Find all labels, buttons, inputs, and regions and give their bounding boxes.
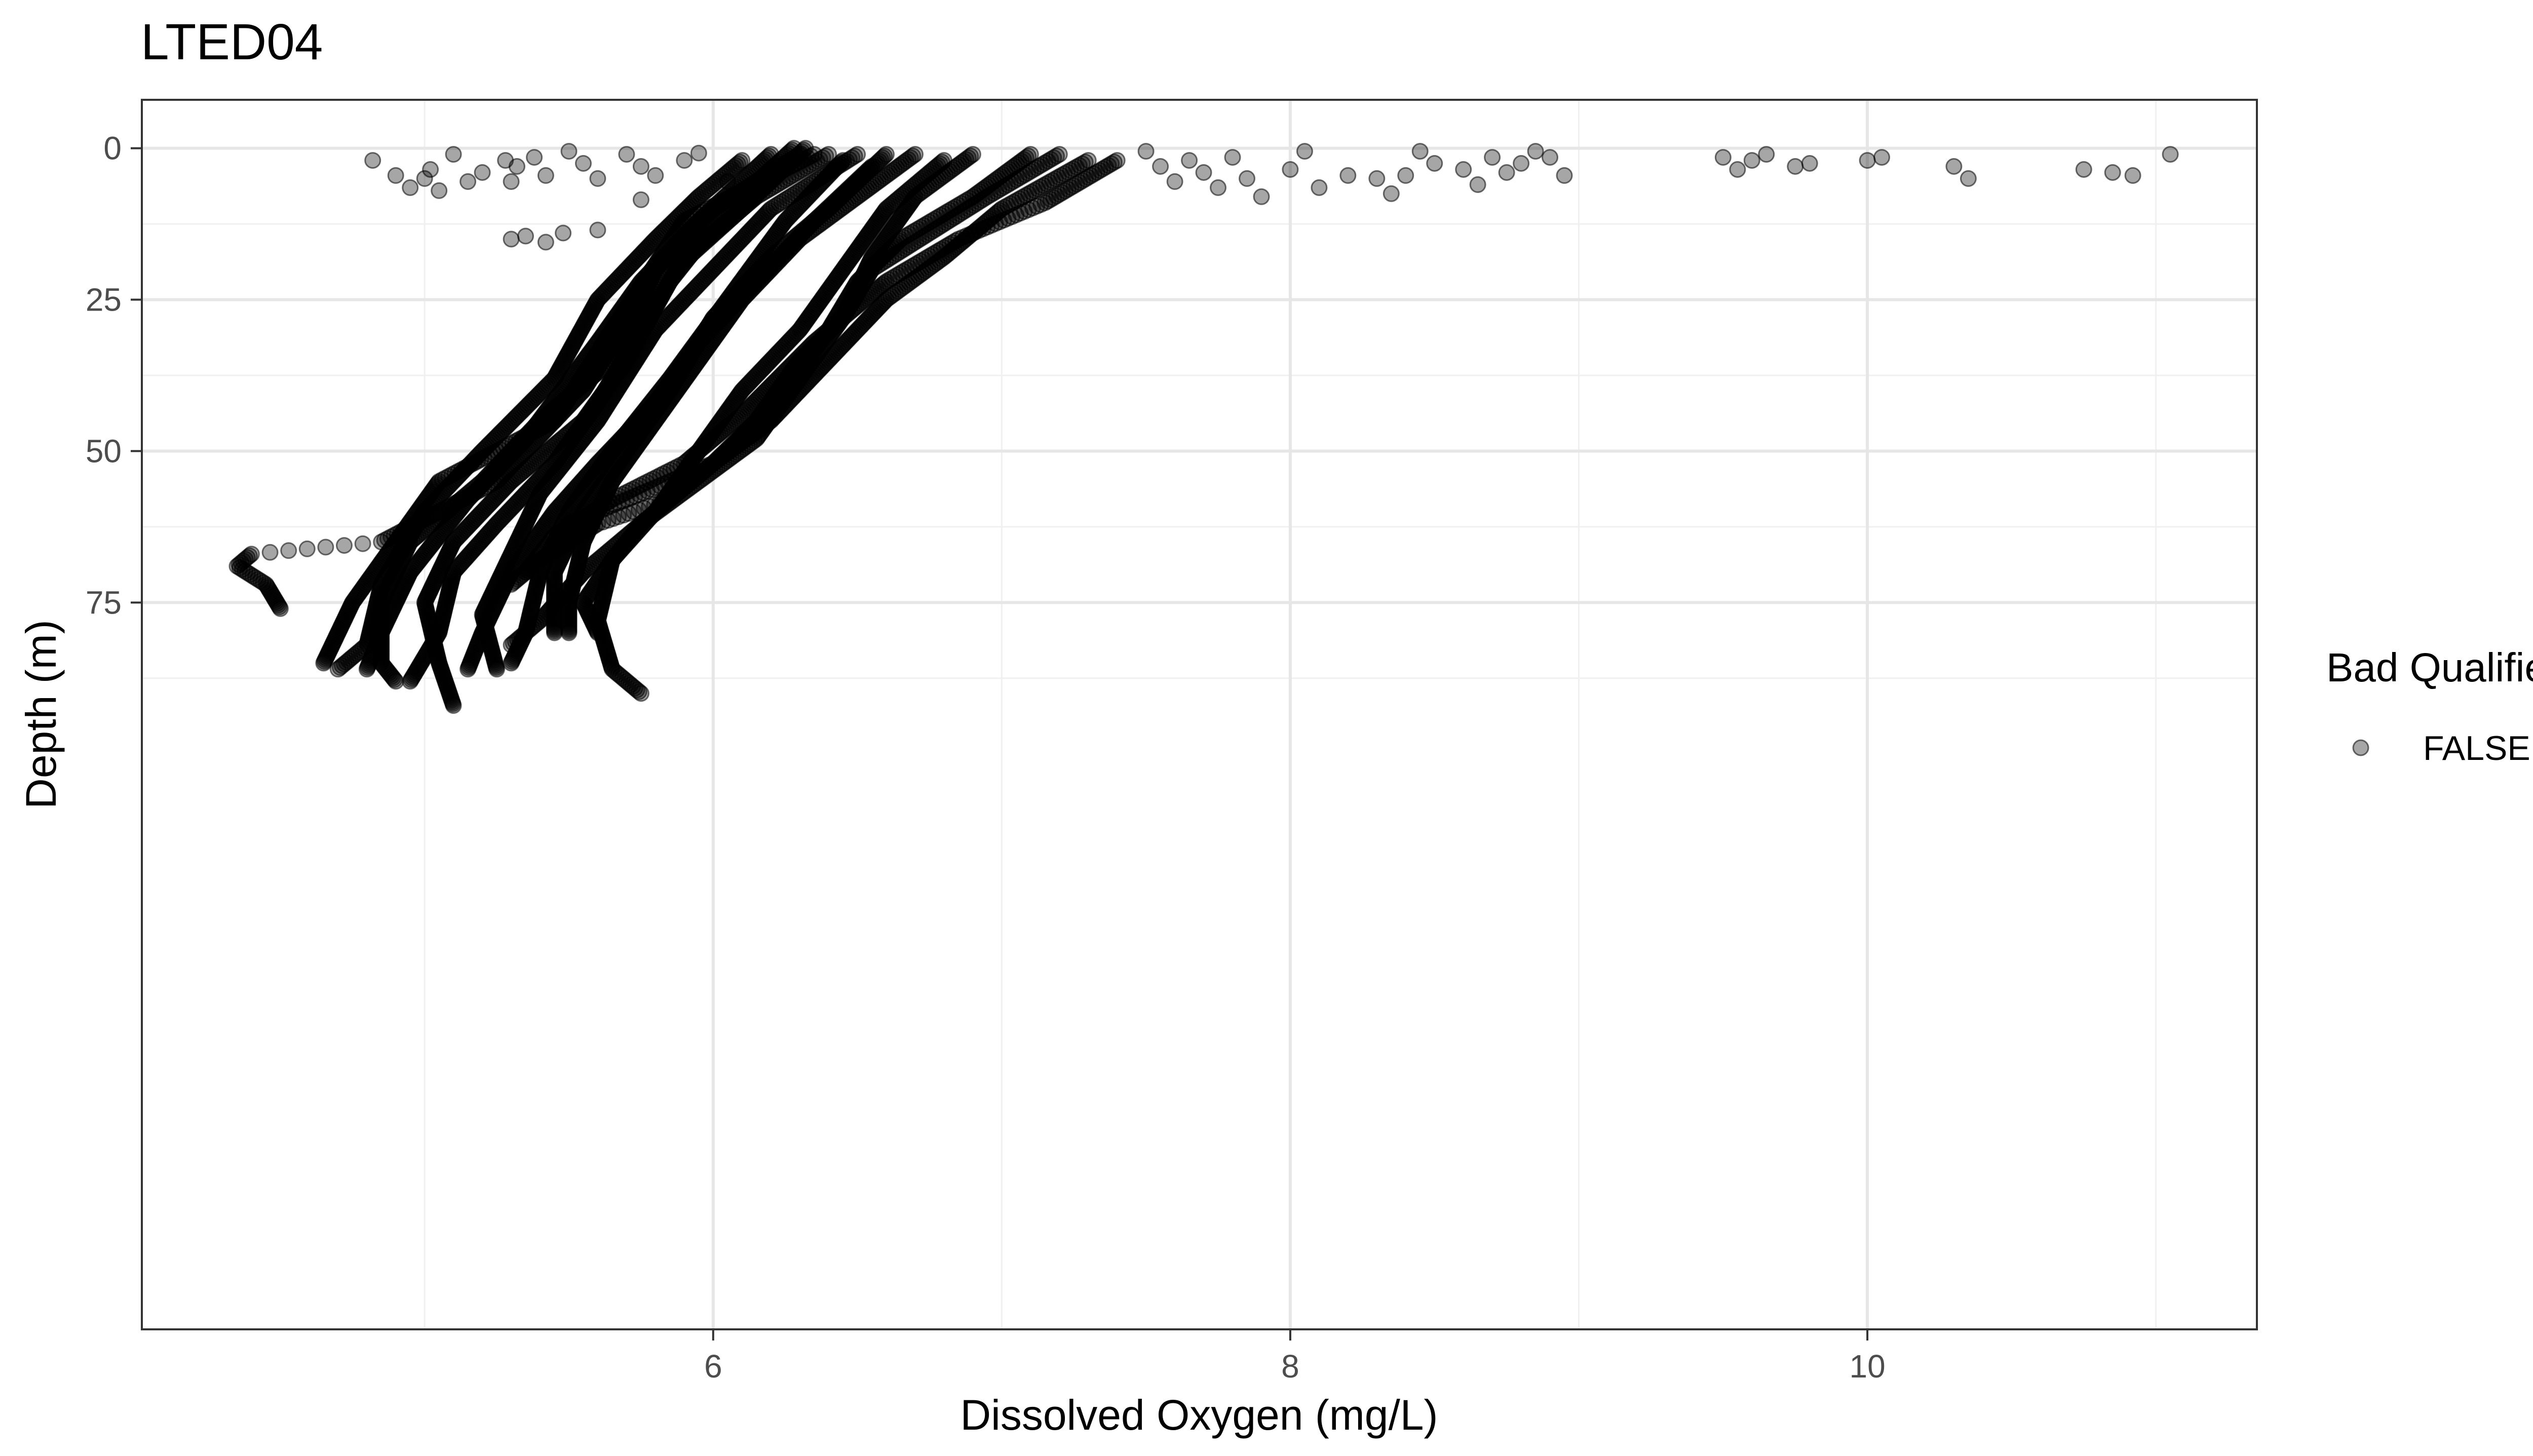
- data-point: [315, 655, 332, 672]
- chart-title: LTED04: [141, 14, 323, 70]
- data-point: [445, 697, 462, 714]
- data-point: [503, 655, 520, 672]
- data-point: [261, 544, 279, 561]
- data-point: [354, 535, 371, 552]
- data-point: [280, 542, 297, 559]
- data-point: [272, 600, 289, 617]
- data-point: [336, 537, 353, 554]
- data-point: [488, 661, 506, 678]
- data-point: [632, 685, 649, 702]
- grid: [142, 100, 2257, 1329]
- data-point: [317, 539, 334, 556]
- data-point: [503, 636, 520, 654]
- data-point: [387, 673, 404, 690]
- data-point: [546, 624, 563, 641]
- data-point: [560, 624, 578, 641]
- data-point: [358, 661, 375, 678]
- data-points: [228, 140, 2179, 714]
- data-point: [298, 540, 316, 557]
- data-point: [402, 673, 419, 690]
- data-point: [329, 661, 347, 678]
